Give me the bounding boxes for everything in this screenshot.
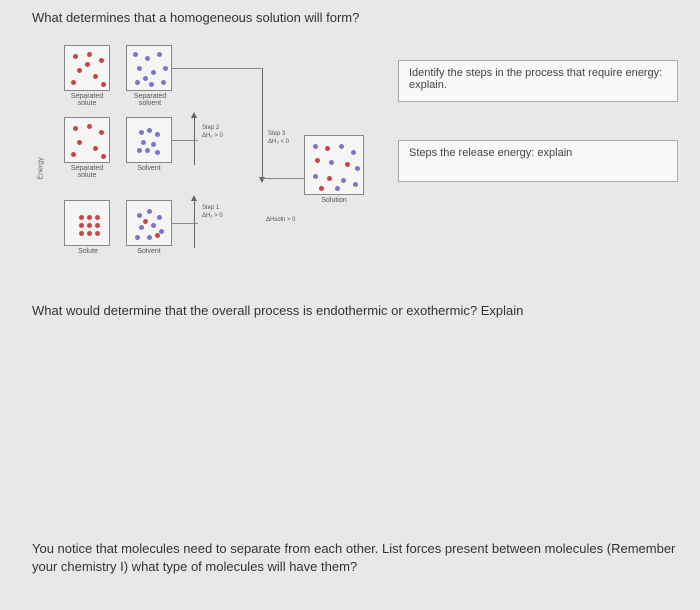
step2-delta: ΔH₂ > 0 (202, 133, 223, 139)
box-solute-bot (64, 200, 110, 246)
input-release-energy[interactable]: Steps the release energy: explain (398, 140, 678, 182)
box-separated-solute-mid (64, 117, 110, 163)
arrow-step2 (194, 117, 195, 165)
box-solvent-mid (126, 117, 172, 163)
label-sep-solute-1: Separated solute (62, 93, 112, 107)
arrow-step1 (194, 200, 195, 248)
label-solute-3: Solute (68, 248, 108, 255)
box-solution (304, 135, 364, 195)
step2-label: Step 2 (202, 125, 219, 131)
energy-diagram: Energy Separated solute Separated solven… (44, 45, 384, 290)
connector-bot (172, 223, 198, 224)
label-solvent-3: Solvent (129, 248, 169, 255)
box-separated-solute-top (64, 45, 110, 91)
step1-delta: ΔH₁ > 0 (202, 213, 223, 219)
label-solution: Solution (314, 197, 354, 204)
step3-label: Step 3 (268, 131, 285, 137)
connector-mid (172, 140, 198, 141)
input-identify-steps[interactable]: Identify the steps in the process that r… (398, 60, 678, 102)
y-axis-label: Energy (38, 157, 45, 179)
label-sep-solvent-1: Separated solvent (124, 93, 176, 107)
arrow-step3 (262, 68, 263, 178)
box-solvent-bot (126, 200, 172, 246)
overall-delta: ΔHsoln > 0 (266, 217, 296, 223)
step1-label: Step 1 (202, 205, 219, 211)
question-title: What determines that a homogeneous solut… (32, 10, 359, 25)
connector-solution (262, 178, 304, 179)
step3-delta: ΔH₃ < 0 (268, 139, 289, 145)
label-sep-solute-2: Separated solute (62, 165, 112, 179)
label-solvent-2: Solvent (129, 165, 169, 172)
question-endo-exo: What would determine that the overall pr… (32, 302, 672, 320)
connector-top (172, 68, 262, 69)
question-forces: You notice that molecules need to separa… (32, 540, 682, 576)
box-separated-solvent-top (126, 45, 172, 91)
